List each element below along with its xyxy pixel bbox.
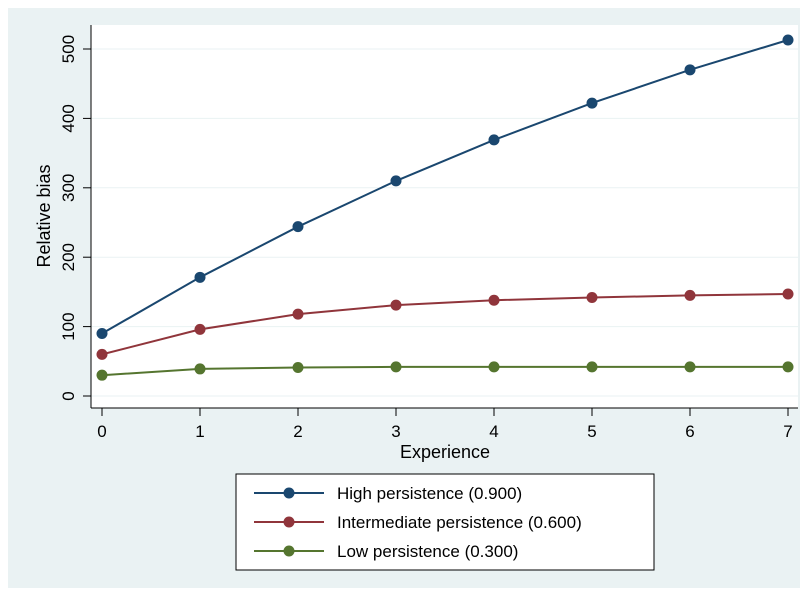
data-point	[292, 221, 304, 233]
data-point	[96, 369, 108, 381]
data-point	[390, 361, 402, 373]
data-point	[684, 289, 696, 301]
data-point	[782, 361, 794, 373]
x-tick-label: 5	[587, 422, 596, 441]
legend-marker	[283, 545, 295, 557]
data-point	[390, 299, 402, 311]
data-point	[782, 34, 794, 46]
data-point	[390, 175, 402, 187]
x-tick-label: 1	[195, 422, 204, 441]
x-tick-label: 7	[783, 422, 792, 441]
y-tick-label: 200	[59, 243, 78, 271]
x-axis-label: Experience	[400, 442, 490, 462]
series-lines	[96, 34, 794, 381]
y-tick-label: 500	[59, 35, 78, 63]
x-tick-label: 4	[489, 422, 498, 441]
data-point	[194, 323, 206, 335]
legend: High persistence (0.900) Intermediate per…	[235, 473, 655, 571]
y-tick-label: 400	[59, 104, 78, 132]
data-point	[488, 134, 500, 146]
legend-label: Low persistence (0.300)	[337, 542, 518, 561]
series-line-1	[101, 293, 789, 356]
legend-label: High persistence (0.900)	[337, 484, 522, 503]
x-tick-label: 3	[391, 422, 400, 441]
y-tick-label: 0	[59, 391, 78, 400]
plot-area	[91, 25, 798, 408]
axes	[90, 25, 798, 409]
x-tick-label: 0	[97, 422, 106, 441]
data-point	[194, 271, 206, 283]
axis-ticks: 0 100 200 300 400 500 0 1 2 3 4 5 6 7	[59, 35, 793, 441]
legend-items: High persistence (0.900) Intermediate per…	[254, 484, 582, 561]
y-axis-label: Relative bias	[34, 164, 54, 267]
data-point	[586, 361, 598, 373]
data-point	[292, 362, 304, 374]
legend-marker	[283, 487, 295, 499]
data-point	[96, 328, 108, 340]
data-point	[684, 64, 696, 76]
x-tick-label: 2	[293, 422, 302, 441]
data-point	[194, 363, 206, 375]
legend-marker	[283, 516, 295, 528]
data-point	[488, 294, 500, 306]
x-tick-label: 6	[685, 422, 694, 441]
data-point	[586, 291, 598, 303]
series-line-2	[101, 365, 788, 377]
series-line-0	[101, 39, 789, 335]
data-point	[488, 361, 500, 373]
legend-label: Intermediate persistence (0.600)	[337, 513, 582, 532]
y-tick-label: 100	[59, 312, 78, 340]
data-point	[96, 348, 108, 360]
data-point	[292, 308, 304, 320]
data-point	[586, 97, 598, 109]
data-point	[782, 288, 794, 300]
data-point	[684, 361, 696, 373]
y-tick-label: 300	[59, 174, 78, 202]
grid-lines	[91, 48, 798, 397]
